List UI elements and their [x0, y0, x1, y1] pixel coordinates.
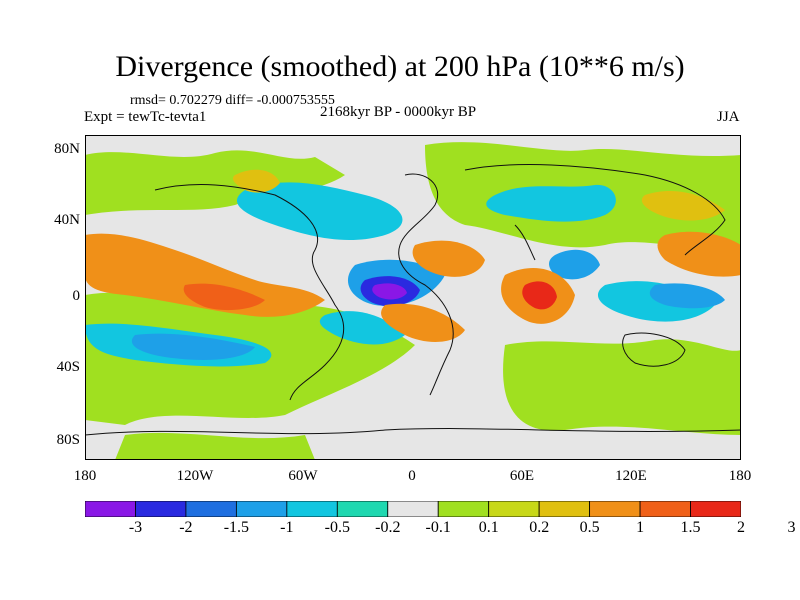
stats-line: rmsd= 0.702279 diff= -0.000753555 [130, 93, 335, 108]
field-orange [381, 303, 465, 342]
colorbar-label: 3 [787, 519, 796, 536]
coastline-europe-africa [398, 173, 454, 396]
contour-fields [85, 142, 741, 460]
field-yellow [232, 169, 280, 193]
field-cyan [319, 311, 405, 345]
lon-label-120w: 120W [176, 468, 214, 484]
map-title: Divergence (smoothed) at 200 hPa (10**6 … [115, 50, 685, 83]
lat-label-80n: 80N [54, 141, 80, 157]
colorbar-swatch [589, 501, 641, 517]
lat-label-eq: 0 [72, 288, 81, 304]
field-orange [412, 240, 485, 277]
colorbar-swatch [488, 501, 540, 517]
lat-label-40s: 40S [56, 359, 80, 375]
lon-label-60e: 60E [509, 468, 535, 484]
field-red [522, 281, 557, 310]
lat-label-80s: 80S [56, 432, 80, 448]
lon-label-0: 0 [408, 468, 416, 484]
field-blue [549, 249, 600, 280]
coastline-india [514, 224, 536, 261]
colorbar-label: -1 [280, 519, 294, 536]
colorbar-label: 0.2 [529, 519, 550, 536]
colorbar-label: 1 [636, 519, 645, 536]
colorbar-label: -0.2 [375, 519, 401, 536]
field-light-green [503, 339, 741, 435]
colorbar-label: -0.1 [425, 519, 451, 536]
colorbar-label: 1.5 [680, 519, 701, 536]
lon-label-180e: 180 [728, 468, 752, 484]
colorbar-label: 2 [737, 519, 745, 536]
coastline-americas [154, 184, 345, 401]
coastline-asia [464, 164, 726, 256]
colorbar-label: 0.5 [579, 519, 600, 536]
field-orange [657, 231, 741, 277]
colorbar-label: -2 [179, 519, 193, 536]
divergence-map [85, 135, 741, 460]
experiment-label: Expt = tewTc-tevta1 [84, 109, 207, 125]
colorbar-swatch [135, 501, 187, 517]
colorbar [85, 501, 741, 517]
colorbar-swatch [387, 501, 439, 517]
colorbar-swatch [185, 501, 237, 517]
colorbar-swatch [639, 501, 691, 517]
period-label: 2168kyr BP - 0000kyr BP [320, 104, 477, 120]
map-frame [85, 135, 741, 460]
lon-label-120e: 120E [615, 468, 647, 484]
colorbar-swatch [235, 501, 288, 517]
colorbar-swatch [85, 501, 136, 517]
season-label: JJA [717, 109, 740, 125]
colorbar-label: -1.5 [223, 519, 250, 536]
field-red [183, 283, 265, 311]
lon-label-180w: 180 [73, 468, 97, 484]
coastline-australia [622, 332, 686, 367]
field-blue [649, 283, 725, 309]
field-cyan [486, 184, 616, 222]
colorbar-label: 0.1 [478, 519, 499, 536]
field-orange [85, 233, 325, 317]
field-blue [131, 333, 255, 360]
field-light-green [85, 150, 345, 215]
field-purple [372, 283, 407, 300]
coastline-antarctica [85, 428, 741, 436]
colorbar-swatch [336, 501, 389, 517]
colorbar-swatch [286, 501, 338, 517]
field-light-green [115, 432, 315, 460]
colorbar-swatch [690, 501, 741, 517]
colorbar-label: -3 [128, 519, 143, 536]
lat-label-40n: 40N [54, 212, 80, 228]
coastlines [85, 164, 741, 436]
colorbar-label: -0.5 [324, 519, 350, 536]
colorbar-swatch [538, 501, 591, 517]
lon-label-60w: 60W [288, 468, 318, 484]
colorbar-swatch [437, 501, 490, 517]
